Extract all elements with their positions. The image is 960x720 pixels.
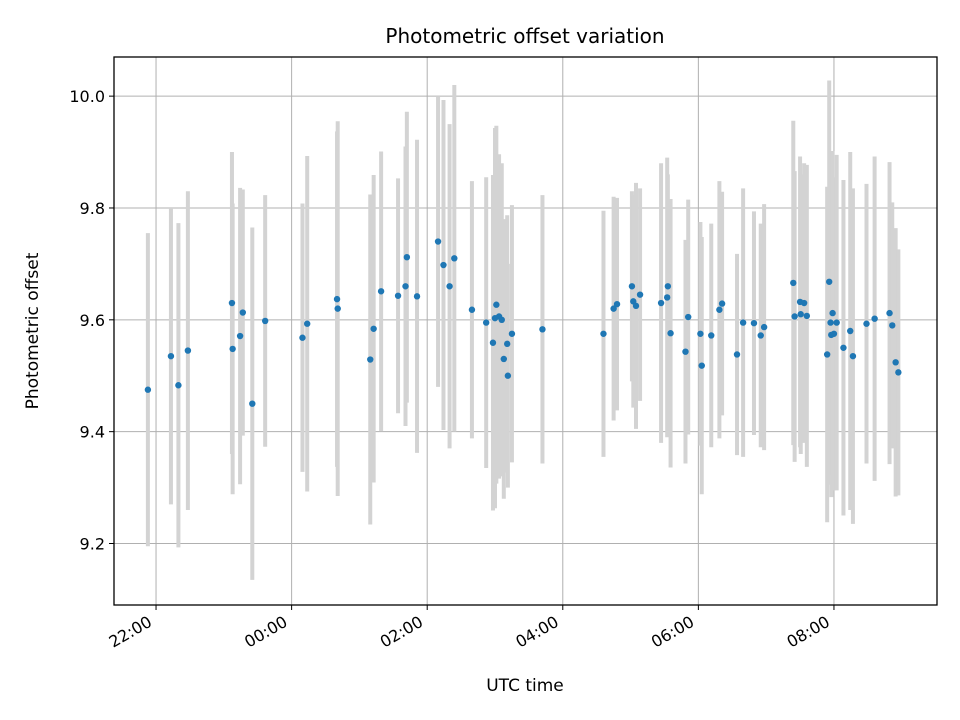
data-point — [482, 319, 490, 326]
data-point — [750, 319, 758, 327]
y-axis-title: Photometric offset — [23, 252, 43, 409]
data-point — [600, 330, 607, 337]
data-point — [334, 305, 341, 312]
data-point — [863, 320, 870, 327]
data-point — [871, 315, 878, 322]
data-points — [144, 238, 902, 407]
data-point — [402, 283, 409, 290]
plot-frame — [113, 56, 938, 606]
data-point — [849, 352, 857, 360]
data-point — [826, 278, 833, 285]
data-point — [229, 345, 236, 353]
data-point — [489, 339, 497, 346]
data-point — [184, 347, 192, 354]
data-point — [667, 330, 674, 337]
data-point — [508, 330, 516, 337]
data-point — [468, 306, 476, 313]
data-point — [333, 295, 341, 303]
data-point — [628, 283, 636, 290]
data-point — [539, 326, 546, 333]
data-point — [791, 313, 798, 320]
data-point — [892, 359, 899, 366]
data-point — [886, 309, 893, 317]
data-point — [236, 332, 244, 340]
y-tick-label: 9.2 — [80, 534, 105, 553]
y-tick-label: 9.8 — [80, 199, 105, 218]
data-point — [167, 352, 175, 360]
y-tick-label: 9.4 — [80, 423, 105, 442]
data-point — [504, 372, 512, 379]
data-point — [403, 253, 411, 261]
data-point — [697, 330, 704, 337]
data-point — [451, 255, 458, 262]
y-ticks: 9.2 9.4 9.6 9.8 10.0 — [69, 87, 114, 553]
data-point — [800, 299, 808, 307]
data-point — [249, 400, 256, 407]
data-point — [830, 330, 838, 337]
data-point — [685, 313, 692, 321]
data-point — [823, 351, 831, 358]
data-point — [895, 369, 902, 376]
data-point — [632, 302, 640, 310]
data-point — [500, 355, 508, 363]
data-point — [682, 348, 689, 355]
data-point — [304, 320, 311, 327]
data-point — [377, 288, 385, 295]
data-point — [610, 305, 617, 312]
data-point — [827, 319, 834, 326]
data-point — [733, 351, 741, 358]
data-point — [493, 301, 500, 308]
data-point — [370, 325, 377, 332]
data-point — [175, 382, 182, 389]
data-point — [657, 299, 665, 307]
data-point — [760, 323, 768, 331]
data-point — [797, 311, 804, 318]
data-point — [889, 322, 896, 329]
data-point — [636, 291, 644, 298]
data-point — [228, 299, 236, 307]
data-point — [440, 261, 447, 269]
y-tick-label: 10.0 — [69, 87, 105, 106]
data-point — [718, 300, 726, 307]
chart-title: Photometric offset variation — [385, 24, 664, 48]
data-point — [708, 332, 715, 339]
data-point — [790, 279, 797, 287]
data-point — [498, 316, 505, 324]
data-point — [757, 332, 764, 339]
data-point — [840, 344, 847, 351]
data-point — [716, 306, 723, 313]
data-point — [847, 327, 854, 335]
data-point — [144, 386, 152, 393]
data-point — [503, 340, 511, 348]
data-point — [413, 293, 421, 300]
data-point — [803, 312, 811, 320]
data-point — [239, 309, 247, 316]
x-axis-title: UTC time — [486, 676, 564, 696]
data-point — [613, 300, 621, 308]
data-point — [829, 309, 836, 317]
y-tick-label: 9.6 — [80, 311, 105, 330]
data-point — [299, 334, 306, 341]
data-point — [833, 319, 840, 326]
data-point — [739, 319, 747, 326]
data-point — [394, 292, 402, 299]
data-point — [663, 294, 671, 301]
data-point — [434, 238, 442, 245]
data-point — [446, 283, 453, 290]
data-point — [367, 356, 374, 363]
data-point — [261, 317, 269, 325]
data-point — [698, 362, 705, 369]
data-point — [664, 283, 672, 290]
